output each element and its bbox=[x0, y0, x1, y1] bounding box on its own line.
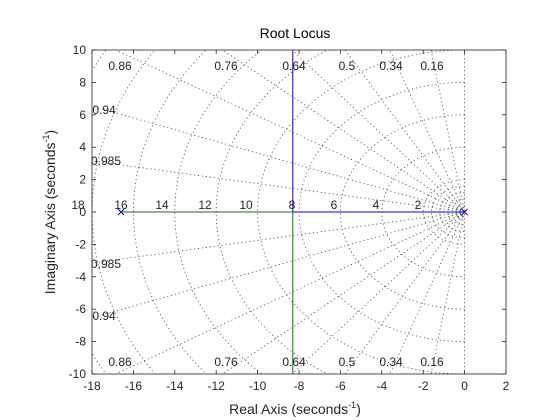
x-tick-label: -18 bbox=[83, 379, 101, 393]
y-tick-label: -8 bbox=[75, 335, 86, 349]
damping-grid-label: 0.64 bbox=[282, 355, 306, 369]
x-tick-label: 0 bbox=[461, 379, 468, 393]
damping-grid-ray bbox=[221, 50, 465, 213]
frequency-grid-label: 2 bbox=[415, 198, 422, 212]
damping-grid-label: 0.76 bbox=[214, 59, 238, 73]
damping-grid-ray bbox=[92, 160, 465, 213]
damping-grid-ray bbox=[221, 211, 465, 374]
freq-grid-circle bbox=[92, 50, 156, 374]
damping-grid-label: 0.5 bbox=[339, 355, 356, 369]
x-tick-label: -6 bbox=[335, 379, 346, 393]
damping-grid-label: 0.985 bbox=[91, 257, 121, 271]
damping-grid-ray bbox=[114, 211, 465, 374]
damping-grid-ray bbox=[344, 50, 465, 213]
y-tick-label: -10 bbox=[69, 367, 87, 381]
frequency-grid-label: 10 bbox=[239, 198, 253, 212]
frequency-grid-label: 12 bbox=[198, 198, 212, 212]
locus-branch-2 bbox=[120, 211, 294, 374]
x-tick-label: -8 bbox=[294, 379, 305, 393]
damping-grid-ray bbox=[430, 211, 465, 374]
y-tick-label: 0 bbox=[79, 205, 86, 219]
x-tick-label: -4 bbox=[376, 379, 387, 393]
frequency-grid-label: 8 bbox=[289, 198, 296, 212]
y-tick-label: 8 bbox=[79, 75, 86, 89]
y-tick-label: 2 bbox=[79, 173, 86, 187]
frequency-grid-label: 16 bbox=[114, 198, 128, 212]
damping-grid-label: 0.16 bbox=[420, 355, 444, 369]
frequency-grid-label: 18 bbox=[71, 198, 85, 212]
damping-grid-label: 0.86 bbox=[108, 355, 132, 369]
frequency-grid-label: 4 bbox=[373, 198, 380, 212]
damping-grid-ray bbox=[92, 211, 465, 319]
freq-grid-circle bbox=[456, 205, 465, 219]
damping-grid-label: 0.76 bbox=[214, 355, 238, 369]
x-tick-label: -10 bbox=[249, 379, 267, 393]
damping-grid-label: 0.94 bbox=[92, 103, 116, 117]
x-tick-label: -12 bbox=[208, 379, 226, 393]
y-tick-label: -6 bbox=[75, 302, 86, 316]
pole-layer bbox=[117, 208, 468, 216]
frequency-grid-label: 14 bbox=[155, 198, 169, 212]
tick-layer: -18 -16 -14 -12 -10 -8 -6 -4 -2 0 2 -10 -8 -6 -4 -2 0 2 4 6… bbox=[69, 43, 510, 393]
y-tick-label: -2 bbox=[75, 237, 86, 251]
y-axis-label: Imaginary Axis (seconds-1) bbox=[41, 130, 58, 294]
frequency-grid-label: 6 bbox=[331, 198, 338, 212]
damping-grid-label: 0.5 bbox=[339, 59, 356, 73]
locus-layer bbox=[120, 50, 465, 374]
y-tick-label: 6 bbox=[79, 108, 86, 122]
x-tick-label: -16 bbox=[125, 379, 143, 393]
x-axis-label: Real Axis (seconds-1) bbox=[229, 400, 361, 417]
damping-grid-label: 0.985 bbox=[91, 154, 121, 168]
damping-grid-ray bbox=[92, 211, 465, 264]
y-tick-label: 10 bbox=[73, 43, 87, 57]
grid-label-layer: 0.86 0.76 0.64 0.5 0.34 0.16 0.94 0.985 0.86 0.76… bbox=[71, 59, 444, 369]
damping-grid-label: 0.16 bbox=[420, 59, 444, 73]
damping-grid-ray bbox=[114, 50, 465, 213]
y-tick-label: 4 bbox=[79, 140, 86, 154]
pole-marker bbox=[461, 208, 468, 216]
x-tick-label: 2 bbox=[503, 379, 510, 393]
damping-grid-label: 0.64 bbox=[282, 59, 306, 73]
damping-grid-ray bbox=[291, 50, 465, 213]
x-tick-label: -14 bbox=[166, 379, 184, 393]
damping-grid-ray bbox=[344, 211, 465, 374]
x-tick-label: -2 bbox=[418, 379, 429, 393]
damping-grid-label: 0.34 bbox=[379, 355, 403, 369]
damping-grid-label: 0.86 bbox=[108, 59, 132, 73]
damping-grid-ray bbox=[291, 211, 465, 374]
pole-marker bbox=[117, 208, 125, 216]
y-tick-label: -4 bbox=[75, 270, 86, 284]
chart-title: Root Locus bbox=[260, 25, 331, 41]
damping-grid-label: 0.94 bbox=[92, 309, 116, 323]
damping-grid-ray bbox=[92, 105, 465, 213]
damping-grid-ray bbox=[430, 50, 465, 213]
damping-grid-label: 0.34 bbox=[379, 59, 403, 73]
